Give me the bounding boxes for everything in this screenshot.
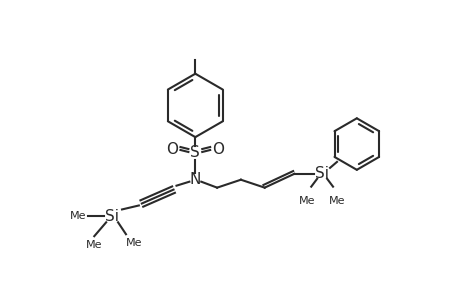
Text: Me: Me xyxy=(298,196,315,206)
Text: Si: Si xyxy=(314,166,329,181)
Text: O: O xyxy=(212,142,224,157)
Text: Me: Me xyxy=(86,240,102,250)
Text: O: O xyxy=(166,142,178,157)
Text: Me: Me xyxy=(126,238,142,248)
Text: Si: Si xyxy=(105,209,119,224)
Text: S: S xyxy=(190,146,200,160)
Text: N: N xyxy=(189,172,201,187)
Text: Me: Me xyxy=(328,196,345,206)
Text: Me: Me xyxy=(70,212,86,221)
